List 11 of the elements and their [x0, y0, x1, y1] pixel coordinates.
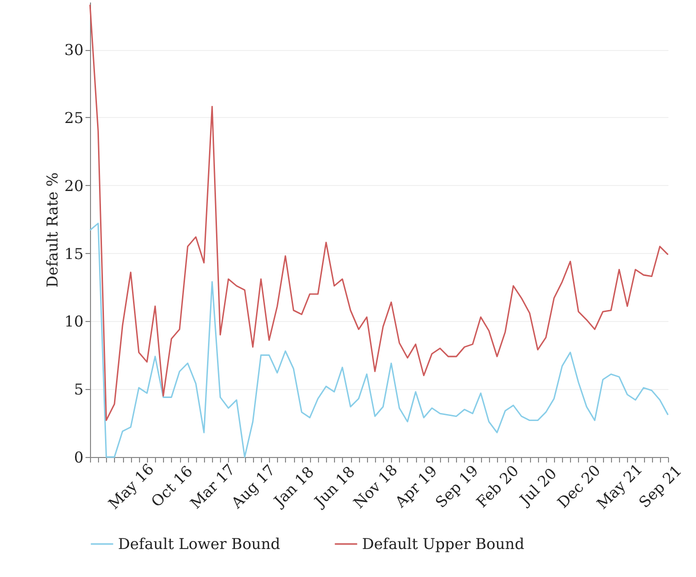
legend-label: Default Upper Bound: [362, 535, 525, 553]
line-series: [89, 4, 669, 422]
y-tick-label: 5: [74, 380, 84, 399]
y-tick-label: 30: [64, 41, 84, 60]
y-tick-label: 20: [64, 176, 84, 195]
y-tick-label: 25: [64, 108, 84, 127]
legend-label: Default Lower Bound: [118, 535, 281, 553]
y-tick-label: 15: [64, 244, 84, 263]
y-axis-title: Default Rate %: [43, 172, 62, 288]
y-tick-label: 0: [74, 448, 84, 466]
y-tick-label: 10: [64, 312, 84, 331]
